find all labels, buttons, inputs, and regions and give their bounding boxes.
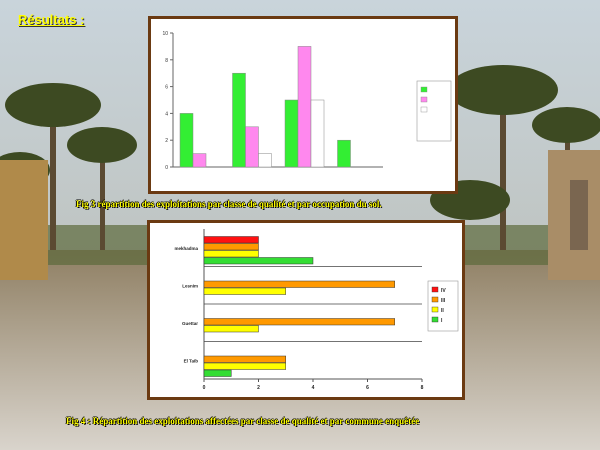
bar <box>203 369 232 377</box>
bar <box>203 325 259 333</box>
slide-title: Résultats : <box>18 12 85 27</box>
legend-swatch <box>431 316 439 323</box>
bar <box>245 126 259 168</box>
bar <box>179 113 194 168</box>
legend <box>416 80 452 142</box>
legend-label: IV <box>441 288 446 294</box>
category-label: Guettar <box>182 321 198 326</box>
y-tick-label: 0 <box>165 165 168 171</box>
bar <box>203 355 286 363</box>
bar <box>284 99 299 168</box>
x-tick-label: 2 <box>257 385 260 391</box>
bar <box>203 236 259 244</box>
x-tick-label: 0 <box>203 385 206 391</box>
x-tick-label: 6 <box>366 385 369 391</box>
legend-label: I <box>441 318 443 324</box>
legend-label: II <box>441 308 444 314</box>
bar <box>258 153 272 168</box>
x-tick-label: 4 <box>312 385 315 391</box>
legend-box <box>416 80 452 142</box>
chart-frame-fig3: 0 2 4 6 8 10 <box>148 16 458 194</box>
bar <box>203 362 286 370</box>
legend-label: III <box>441 298 446 304</box>
bar <box>297 46 312 168</box>
category-label: Lesnim <box>182 283 198 288</box>
y-tick-label: 2 <box>165 138 168 144</box>
legend-swatch <box>420 106 428 113</box>
bar <box>203 257 314 265</box>
x-tick-label: 8 <box>421 385 424 391</box>
y-tick-label: 4 <box>165 111 168 117</box>
mud-buildings <box>0 150 600 280</box>
y-tick-label: 6 <box>165 85 168 91</box>
chart-caption-fig3: Fig 3 répartition des exploitations par … <box>76 199 382 209</box>
vertical-bar-chart: 0 2 4 6 8 10 <box>162 31 452 171</box>
bar <box>203 287 286 295</box>
legend-swatch <box>420 86 428 93</box>
bar <box>203 250 259 258</box>
y-tick-label: 10 <box>162 31 168 37</box>
chart-frame-fig4: 0 2 4 6 8 El Taib Guettar Lesnim mekhadma IV III II… <box>147 220 465 400</box>
bar <box>337 139 351 168</box>
horizontal-bar-chart: 0 2 4 6 8El TaibGuettarLesnimmekhadmaIVIIIII… <box>174 229 459 391</box>
category-label: mekhadma <box>174 246 198 251</box>
bar <box>203 318 395 326</box>
y-tick-label: 8 <box>165 58 168 64</box>
bar <box>203 243 259 251</box>
bar <box>203 280 395 288</box>
bar <box>310 99 325 168</box>
category-label: El Taib <box>184 358 199 363</box>
legend-swatch <box>431 306 439 313</box>
chart-caption-fig4: Fig 4 : Répartition des exploitations af… <box>66 416 420 426</box>
bar <box>232 72 246 168</box>
legend-swatch <box>420 96 428 103</box>
legend-swatch <box>431 296 439 303</box>
legend-swatch <box>431 286 439 293</box>
bar <box>192 153 207 168</box>
